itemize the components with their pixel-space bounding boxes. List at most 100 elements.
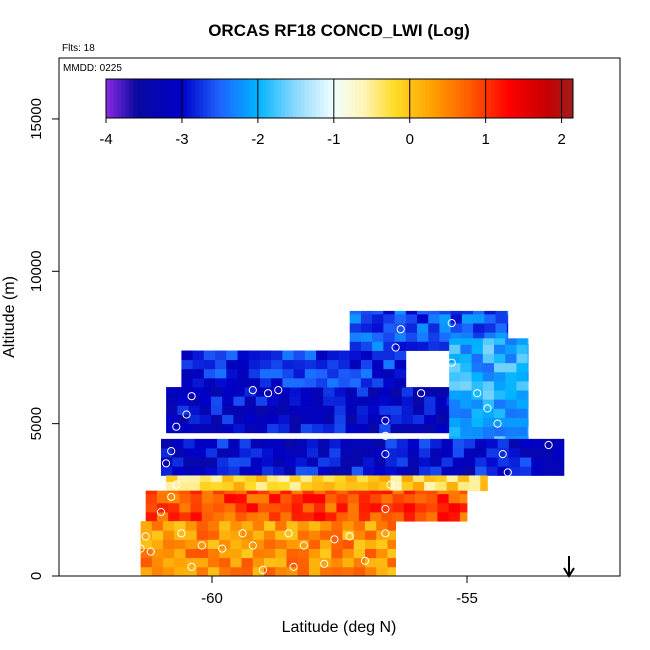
heatmap-cell xyxy=(435,396,447,406)
heatmap-cell xyxy=(203,359,216,370)
heatmap-cell xyxy=(233,414,246,425)
flight-track-point xyxy=(248,386,257,395)
heatmap-cell xyxy=(428,323,440,333)
heatmap-cell xyxy=(248,359,261,370)
heatmap-cell xyxy=(289,414,302,425)
heatmap-cell xyxy=(392,512,405,522)
heatmap-cell xyxy=(293,350,306,361)
heatmap-cell xyxy=(372,377,384,388)
flight-track-point xyxy=(396,538,405,547)
colorbar-segment xyxy=(316,79,321,118)
heatmap-cell xyxy=(284,438,297,449)
heatmap-cell xyxy=(471,390,484,400)
flight-track-point xyxy=(503,468,512,477)
heatmap-cell xyxy=(405,323,418,333)
heatmap-cell xyxy=(278,405,290,415)
heatmap-cell xyxy=(471,362,484,373)
heatmap-cell xyxy=(505,426,517,437)
heatmap-cell xyxy=(435,481,447,492)
colorbar-segment xyxy=(214,79,220,118)
heatmap-cell xyxy=(437,490,450,495)
colorbar-segment xyxy=(386,79,391,118)
heatmap-cell xyxy=(241,557,254,568)
heatmap-cell xyxy=(308,566,321,577)
heatmap-cell xyxy=(215,359,227,370)
colorbar-segment xyxy=(565,79,570,118)
colorbar-segment xyxy=(253,79,259,118)
heatmap-cell xyxy=(448,502,461,513)
colorbar-segment xyxy=(226,79,232,118)
flight-track-point xyxy=(320,559,329,568)
heatmap-cell xyxy=(311,396,324,406)
heatmap-cell xyxy=(275,539,287,549)
heatmap-cell xyxy=(401,475,414,482)
heatmap-cell xyxy=(222,414,234,425)
heatmap-cell xyxy=(293,368,306,379)
heatmap-cell xyxy=(291,493,304,504)
heatmap-cell xyxy=(325,493,337,504)
heatmap-cell xyxy=(401,414,414,425)
heatmap-cell xyxy=(482,426,495,437)
heatmap-cell xyxy=(345,396,358,406)
heatmap-cell xyxy=(297,548,310,559)
heatmap-cell xyxy=(347,512,360,522)
axes: -60 -55 0 5000 10000 15000 xyxy=(28,98,478,607)
heatmap-cell xyxy=(327,359,339,370)
heatmap-cell xyxy=(383,341,395,351)
heatmap-cell xyxy=(446,414,450,425)
heatmap-cell xyxy=(140,566,153,577)
heatmap-cell xyxy=(365,530,377,540)
colorbar-segment xyxy=(467,79,473,118)
heatmap-cell xyxy=(282,350,294,361)
colorbar-segment xyxy=(117,79,123,118)
heatmap-cell xyxy=(392,493,405,504)
heatmap-cell xyxy=(516,399,529,409)
heatmap-cell xyxy=(390,423,403,434)
heatmap-cell xyxy=(370,490,382,495)
heatmap-cell xyxy=(463,438,476,449)
heatmap-cell xyxy=(505,362,517,373)
heatmap-cell xyxy=(351,466,364,476)
heatmap-cells xyxy=(140,310,565,577)
flight-track-point xyxy=(136,544,145,553)
heatmap-cell xyxy=(424,423,436,434)
heatmap-cell xyxy=(275,566,287,577)
heatmap-cell xyxy=(145,493,158,504)
heatmap-cell xyxy=(508,448,521,458)
heatmap-cell xyxy=(228,457,240,467)
heatmap-cell xyxy=(241,521,254,531)
heatmap-cell xyxy=(329,438,341,449)
heatmap-cell xyxy=(494,344,506,354)
heatmap-cell xyxy=(412,475,425,482)
heatmap-cell xyxy=(201,493,214,504)
heatmap-cell xyxy=(261,466,274,476)
flight-track-point xyxy=(493,419,502,428)
heatmap-cell xyxy=(494,417,506,428)
heatmap-cell xyxy=(255,423,268,434)
heatmap-cell xyxy=(161,457,173,467)
colorbar-segment xyxy=(506,79,512,118)
heatmap-cell xyxy=(264,530,276,540)
heatmap-cell xyxy=(506,313,509,324)
heatmap-cell xyxy=(394,313,407,324)
heatmap-cell xyxy=(349,310,362,315)
heatmap-cell xyxy=(403,490,416,495)
y-axis-label: Altitude (m) xyxy=(1,276,18,358)
heatmap-cell xyxy=(226,377,238,388)
heatmap-cell xyxy=(381,512,393,522)
heatmap-cell xyxy=(450,332,463,342)
colorbar-segment xyxy=(141,79,146,118)
heatmap-cell xyxy=(323,405,335,415)
heatmap-cell xyxy=(508,438,521,449)
heatmap-cell xyxy=(230,530,242,540)
heatmap-cell xyxy=(446,423,450,434)
heatmap-cell xyxy=(370,502,382,513)
heatmap-cell xyxy=(334,396,347,406)
heatmap-cell xyxy=(219,548,231,559)
heatmap-cell xyxy=(379,481,391,492)
heatmap-cell xyxy=(368,396,380,406)
heatmap-cell xyxy=(284,448,297,458)
heatmap-cell xyxy=(505,344,517,354)
heatmap-cell xyxy=(414,493,427,504)
heatmap-cell xyxy=(356,396,369,406)
